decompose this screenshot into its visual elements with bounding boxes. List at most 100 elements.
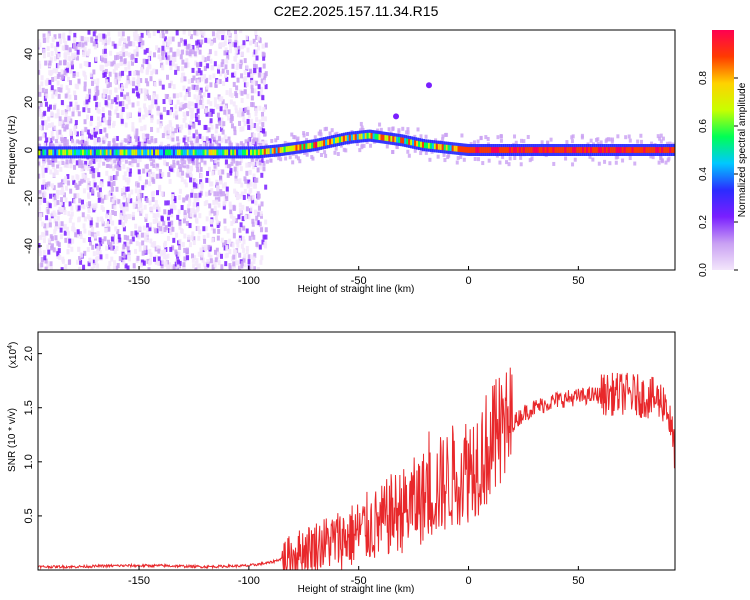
spectrogram-cell [144, 216, 148, 222]
spectrogram-cell [190, 149, 194, 156]
spectrogram-cell [635, 147, 639, 153]
spectrogram-cell [126, 235, 130, 241]
spectrogram-cell [210, 188, 214, 194]
spectrogram-cell [217, 260, 221, 266]
spectrogram-cell [178, 188, 182, 194]
spectrogram-cell [249, 125, 253, 131]
spectrogram-cell [608, 161, 612, 166]
spectrogram-cell [380, 134, 384, 141]
spectrogram-cell [239, 30, 243, 34]
spectrogram-cell [181, 162, 185, 168]
spectrogram-cell [42, 48, 46, 54]
spectrogram-cell [69, 128, 73, 134]
spectrogram-cell [78, 149, 82, 156]
spectrogram-cell [161, 84, 165, 90]
spectrogram-cell [130, 161, 134, 167]
spectrogram-cell [50, 122, 54, 128]
spectrogram-cell [328, 131, 332, 136]
spectrogram-cell [86, 246, 90, 252]
spectrogram-cell [116, 63, 120, 69]
spectrogram-cell [528, 147, 532, 153]
spectrogram-cell [43, 96, 47, 102]
spectrogram-cell [155, 149, 159, 156]
spectrogram-cell [203, 124, 207, 130]
spectrogram-cell [144, 167, 148, 173]
spectrogram-x-tick-label: -50 [351, 275, 367, 287]
snr-y-tick-label: 0.5 [23, 508, 35, 523]
spectrogram-cell [111, 245, 115, 251]
spectrogram-cell [218, 169, 222, 175]
spectrogram-cell [96, 216, 100, 222]
spectrogram-cell [154, 200, 158, 206]
spectrogram-cell [386, 135, 390, 142]
spectrogram-cell [139, 149, 143, 156]
spectrogram-cell [128, 70, 132, 76]
spectrogram-cell [132, 77, 136, 83]
spectrogram-cell [85, 136, 89, 142]
spectrogram-cell [87, 149, 91, 156]
spectrogram-cell [224, 139, 228, 144]
spectrogram-cell [59, 234, 63, 240]
spectrogram-cell [220, 264, 224, 270]
spectrogram-cell [522, 139, 526, 144]
spectrogram-cell [196, 62, 200, 68]
spectrogram-cell [70, 205, 74, 211]
spectrogram-cell [184, 62, 188, 68]
spectrogram-cell [126, 166, 130, 172]
spectrogram-cell [199, 61, 203, 67]
spectrogram-cell [63, 59, 67, 65]
spectrogram-cell [160, 224, 164, 230]
spectrogram-cell [214, 50, 218, 56]
spectrogram-cell [87, 208, 91, 214]
spectrogram-cell [50, 43, 54, 49]
spectrogram-cell [118, 160, 122, 165]
spectrogram-cell [122, 44, 126, 50]
spectrogram-cell [43, 232, 47, 238]
spectrogram-cell [105, 149, 109, 156]
spectrogram-cell [50, 111, 54, 117]
spectrogram-cell [41, 133, 45, 139]
spectrogram-cell [178, 195, 182, 201]
spectrogram-cell [156, 163, 160, 168]
spectrogram-cell [59, 227, 63, 233]
spectrogram-cell [370, 133, 374, 139]
spectrogram-cell [252, 123, 256, 129]
spectrogram-cell [162, 253, 166, 259]
spectrogram-cell [192, 178, 196, 184]
spectrogram-cell [412, 139, 416, 146]
spectrogram-cell [130, 141, 134, 147]
spectrogram-cell [218, 149, 222, 156]
spectrogram-cell [70, 246, 74, 252]
spectrogram-cell [239, 59, 243, 65]
spectrogram-cell [87, 261, 91, 267]
spectrogram-cell [179, 102, 183, 108]
spectrogram-cell [169, 223, 173, 229]
snr-marks [38, 367, 675, 570]
spectrogram-cell [134, 223, 138, 229]
spectrogram-cell [107, 181, 111, 187]
spectrogram-cell [235, 85, 239, 91]
spectrogram-cell [323, 140, 327, 146]
spectrogram-cell [196, 79, 200, 85]
spectrogram-cell [101, 57, 105, 63]
spectrogram-cell [172, 93, 176, 99]
spectrogram-cell [617, 147, 621, 153]
spectrogram-cell [262, 55, 266, 61]
spectrogram-x-label: Height of straight line (km) [298, 284, 415, 295]
spectrogram-cell [150, 136, 154, 141]
spectrogram-cell [257, 138, 261, 144]
spectrogram-cell [213, 262, 217, 268]
spectrogram-cell [136, 76, 140, 82]
spectrogram-cell [68, 63, 72, 69]
spectrogram-cell [101, 198, 105, 204]
spectrogram-cell [58, 60, 62, 66]
spectrogram-cell [186, 149, 190, 156]
spectrogram-cell [264, 104, 268, 110]
spectrogram-cell [98, 237, 102, 243]
spectrogram-cell [79, 259, 83, 265]
spectrogram-cell [200, 252, 204, 258]
spectrogram-cell [110, 61, 114, 67]
spectrogram-cell [78, 266, 82, 270]
spectrogram-cell [39, 136, 43, 141]
spectrogram-cell [90, 231, 94, 237]
